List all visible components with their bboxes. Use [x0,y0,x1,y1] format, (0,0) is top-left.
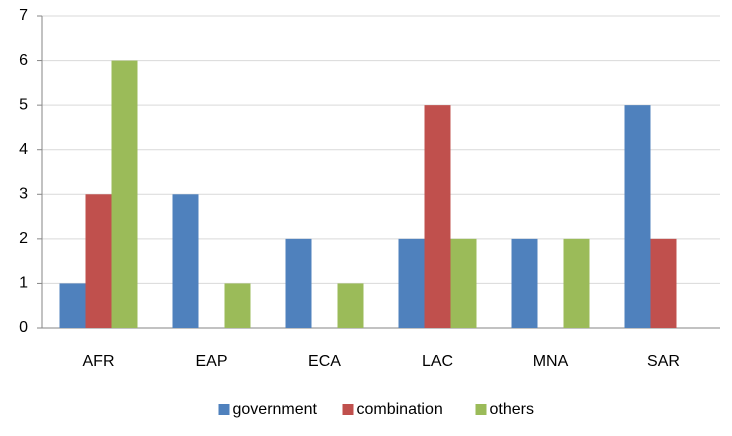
x-tick-label: AFR [83,353,115,370]
bar [511,238,538,328]
y-tick-label: 1 [19,275,28,292]
legend-swatch [218,404,230,415]
legend-label: government [233,401,318,418]
x-tick-label: MNA [533,353,569,370]
x-tick-label: LAC [422,353,453,370]
bar [624,105,651,329]
bar [59,283,86,328]
y-tick-label: 2 [19,230,28,247]
x-tick-label: EAP [195,353,227,370]
bar [650,238,677,328]
legend-swatch [475,404,487,415]
bar [172,194,199,328]
bar [398,238,425,328]
bar [424,105,451,329]
bar [450,238,477,328]
y-tick-label: 0 [19,319,28,336]
y-tick-label: 4 [19,141,28,158]
y-tick-label: 3 [19,186,28,203]
y-tick-label: 6 [19,52,28,69]
x-tick-label: ECA [308,353,341,370]
legend-label: others [490,401,534,418]
y-tick-label: 7 [19,7,28,24]
bar [337,283,364,328]
bar [285,238,312,328]
x-tick-label: SAR [647,353,680,370]
legend-swatch [342,404,354,415]
bar [224,283,251,328]
bar [111,60,138,328]
legend-label: combination [357,401,443,418]
bar [563,238,590,328]
y-tick-label: 5 [19,96,28,113]
bar [85,194,112,328]
